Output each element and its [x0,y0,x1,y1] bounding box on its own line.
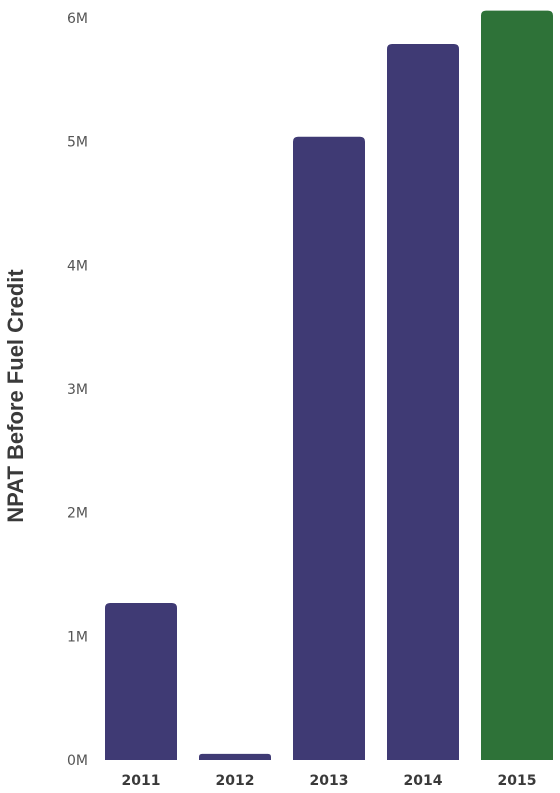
bar-2011[interactable] [105,602,177,760]
y-axis-label: NPAT Before Fuel Credit [3,269,28,523]
bar-2015[interactable] [481,10,553,760]
x-tick-label: 2013 [310,773,349,789]
bar-2013[interactable] [293,136,365,761]
x-tick-label: 2015 [498,773,537,789]
y-tick-labels: 0M 1M 2M 3M 4M 5M 6M [67,11,88,769]
x-tick-label: 2014 [404,773,443,789]
bars [105,10,553,761]
y-tick-label: 3M [67,382,88,398]
y-tick-label: 5M [67,135,88,151]
y-tick-label: 6M [67,11,88,27]
x-tick-labels: 2011 2012 2013 2014 2015 [122,773,537,789]
y-tick-label: 0M [67,753,88,769]
bar-2014[interactable] [387,43,459,761]
y-tick-label: 2M [67,506,88,522]
y-tick-label: 4M [67,258,88,274]
y-tick-label: 1M [67,629,88,645]
y-axis-label-group: NPAT Before Fuel Credit [3,269,28,523]
x-tick-label: 2011 [122,773,161,789]
bar-2012[interactable] [199,753,271,760]
x-tick-label: 2012 [216,773,255,789]
